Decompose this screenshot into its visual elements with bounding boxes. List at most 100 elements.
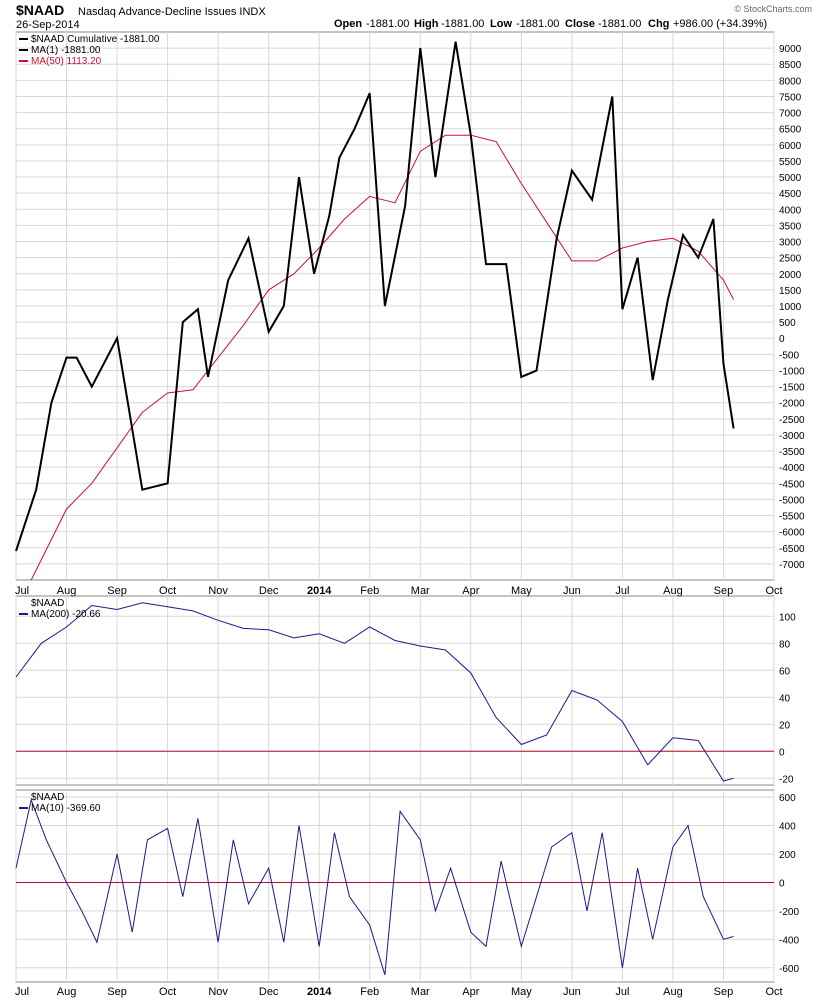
y-tick-label: 3000	[779, 238, 802, 249]
ohlc-readout: Open -1881.00 High -1881.00 Low -1881.00…	[334, 18, 767, 30]
y-tick-label: 1000	[779, 302, 802, 313]
y-tick-label: 8500	[779, 60, 802, 71]
x-tick-label: Oct	[159, 585, 176, 597]
y-tick-label: -6500	[779, 544, 805, 555]
x-tick-label: Sep	[107, 986, 127, 998]
ma50-series-line	[30, 134, 735, 581]
close-label: Close	[565, 18, 595, 30]
low-value: -1881.00	[516, 18, 559, 30]
y-tick-label: -600	[779, 964, 799, 975]
cumulative-series-line	[15, 41, 735, 552]
y-tick-label: 1500	[779, 286, 802, 297]
x-tick-label: Oct	[765, 986, 782, 998]
x-tick-label: Aug	[663, 585, 683, 597]
y-tick-label: -7000	[779, 560, 805, 571]
x-tick-label: Oct	[159, 986, 176, 998]
indicator-series-line	[15, 798, 734, 976]
close-value: -1881.00	[598, 18, 641, 30]
x-tick-label: Mar	[411, 986, 430, 998]
y-tick-label: -5000	[779, 495, 805, 506]
chart-date: 26-Sep-2014	[16, 19, 80, 31]
x-tick-label: Apr	[462, 986, 479, 998]
high-value: -1881.00	[441, 18, 484, 30]
index-name: Nasdaq Advance-Decline Issues INDX	[78, 6, 266, 18]
y-tick-label: 6500	[779, 125, 802, 136]
x-tick-label: Sep	[107, 585, 127, 597]
y-tick-label: 0	[779, 747, 785, 758]
x-tick-label: Aug	[663, 986, 683, 998]
y-tick-label: -1500	[779, 383, 805, 394]
x-tick-label: Aug	[57, 986, 77, 998]
y-tick-label: 500	[779, 318, 796, 329]
y-tick-label: 2500	[779, 254, 802, 265]
symbol-title: $NAAD	[16, 2, 64, 18]
x-tick-label: Aug	[57, 585, 77, 597]
chg-label: Chg	[648, 18, 669, 30]
y-tick-label: -20	[779, 774, 794, 785]
x-tick-label: 2014	[307, 585, 332, 597]
y-tick-label: -3500	[779, 447, 805, 458]
y-tick-label: 20	[779, 720, 791, 731]
y-tick-label: -6000	[779, 528, 805, 539]
y-tick-label: 9000	[779, 44, 802, 55]
y-tick-label: -1000	[779, 366, 805, 377]
y-tick-label: -2500	[779, 415, 805, 426]
x-tick-label: May	[511, 585, 532, 597]
panel-frame	[15, 595, 775, 786]
y-tick-label: 5000	[779, 173, 802, 184]
x-tick-label: Sep	[714, 986, 734, 998]
y-tick-label: 6000	[779, 141, 802, 152]
y-tick-label: 0	[779, 878, 785, 889]
x-tick-label: Mar	[411, 585, 430, 597]
x-tick-label: Jul	[615, 585, 629, 597]
y-tick-label: -2000	[779, 399, 805, 410]
open-value: -1881.00	[366, 18, 409, 30]
y-tick-label: 100	[779, 612, 796, 623]
y-tick-label: 5500	[779, 157, 802, 168]
legend-label: MA(200) -20.66	[31, 609, 101, 620]
y-tick-label: 4000	[779, 205, 802, 216]
credit: © StockCharts.com	[734, 4, 812, 14]
legend-label: MA(1) -1881.00	[31, 45, 101, 56]
y-tick-label: 60	[779, 666, 791, 677]
y-tick-label: 2000	[779, 270, 802, 281]
legend-label: MA(10) -369.60	[31, 803, 101, 814]
legend-label: $NAAD	[31, 598, 64, 609]
x-tick-label: Feb	[360, 585, 379, 597]
y-tick-label: 0	[779, 334, 785, 345]
x-tick-label: Apr	[462, 585, 479, 597]
x-tick-label: Dec	[259, 986, 279, 998]
y-tick-label: 600	[779, 793, 796, 804]
chg-value: +986.00 (+34.39%)	[673, 18, 767, 30]
high-label: High	[414, 18, 439, 30]
y-tick-label: 400	[779, 822, 796, 833]
x-tick-label: Jul	[615, 986, 629, 998]
legend-label: $NAAD	[31, 792, 64, 803]
main-panel: 9000850080007500700065006000550050004500…	[15, 31, 805, 581]
y-tick-label: 200	[779, 850, 796, 861]
x-tick-label: May	[511, 986, 532, 998]
y-tick-label: 7500	[779, 92, 802, 103]
y-tick-label: 4500	[779, 189, 802, 200]
y-tick-label: -500	[779, 350, 799, 361]
x-tick-label: 2014	[307, 986, 332, 998]
x-tick-label: Jul	[15, 585, 29, 597]
x-tick-label: Nov	[208, 986, 228, 998]
y-tick-label: 3500	[779, 221, 802, 232]
panel-frame	[15, 789, 775, 983]
y-tick-label: -3000	[779, 431, 805, 442]
legend-label: MA(50) 1113.20	[31, 56, 102, 67]
x-tick-label: Nov	[208, 585, 228, 597]
y-tick-label: -400	[779, 935, 799, 946]
low-label: Low	[490, 18, 512, 30]
x-tick-label: Dec	[259, 585, 279, 597]
y-tick-label: -4000	[779, 463, 805, 474]
indicator-series-line	[15, 602, 734, 782]
y-tick-label: -5500	[779, 512, 805, 523]
x-tick-label: Sep	[714, 585, 734, 597]
